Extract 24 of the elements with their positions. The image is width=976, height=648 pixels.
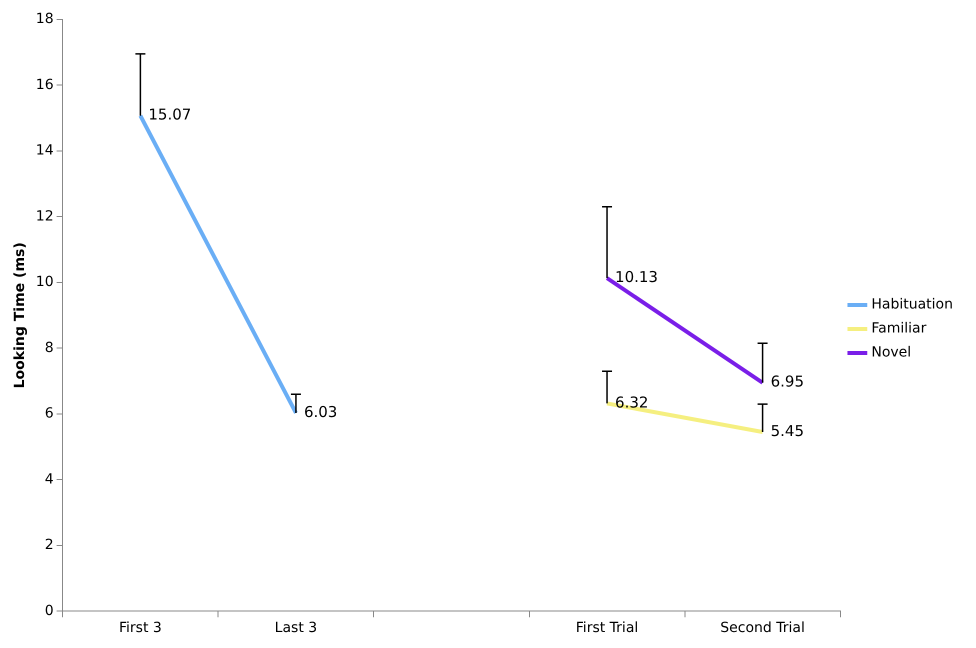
data-label: 6.95 <box>770 372 804 391</box>
y-tick-label: 2 <box>44 537 54 554</box>
y-tick-label: 18 <box>36 11 54 28</box>
y-tick-label: 12 <box>36 208 54 224</box>
y-tick-label: 4 <box>44 471 54 488</box>
data-label: 6.03 <box>304 402 338 421</box>
y-axis-title: Looking Time (ms) <box>12 242 28 388</box>
data-label: 10.13 <box>615 268 658 286</box>
y-tick-label: 10 <box>36 274 54 290</box>
legend-label: Habituation <box>871 296 954 313</box>
y-tick-label: 0 <box>44 602 54 619</box>
data-label: 5.45 <box>770 422 804 440</box>
x-tick-label: First 3 <box>118 620 162 636</box>
x-tick-label: Last 3 <box>274 620 318 636</box>
legend-label: Novel <box>871 344 912 361</box>
legend-label: Familiar <box>871 320 927 337</box>
y-tick-label: 14 <box>36 142 54 159</box>
y-tick-label: 8 <box>44 340 54 356</box>
x-tick-label: First Trial <box>576 620 638 636</box>
data-label: 6.32 <box>615 393 648 412</box>
x-tick-label: Second Trial <box>720 620 805 636</box>
data-label: 15.07 <box>148 106 192 124</box>
y-tick-label: 16 <box>36 76 54 93</box>
y-tick-label: 6 <box>44 406 54 422</box>
